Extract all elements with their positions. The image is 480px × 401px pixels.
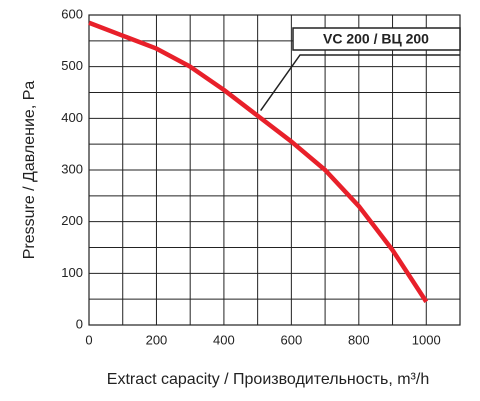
y-tick-label: 200: [61, 213, 83, 228]
y-tick-label: 600: [61, 6, 83, 21]
x-tick-label: 800: [348, 332, 370, 347]
annotation-box: [292, 27, 461, 51]
x-tick-label: 0: [85, 332, 92, 347]
x-tick-label: 200: [146, 332, 168, 347]
x-axis-label: Extract capacity / Производительность, m…: [107, 371, 429, 388]
data-line: [88, 20, 429, 303]
y-tick-label: 300: [61, 161, 83, 176]
y-tick-label: 400: [61, 110, 83, 125]
y-tick-label: 100: [61, 265, 83, 280]
x-tick-label: 400: [213, 332, 235, 347]
plot-frame: [88, 14, 461, 326]
y-tick-label: 0: [76, 316, 83, 331]
annotation: VC 200 / ВЦ 200: [323, 31, 429, 47]
x-tick-label: 1000: [412, 332, 441, 347]
y-tick-label: 500: [61, 58, 83, 73]
annotation-leader: [260, 54, 460, 112]
y-axis-label: Pressure / Давление, Pa: [21, 81, 38, 260]
x-tick-label: 600: [281, 332, 303, 347]
